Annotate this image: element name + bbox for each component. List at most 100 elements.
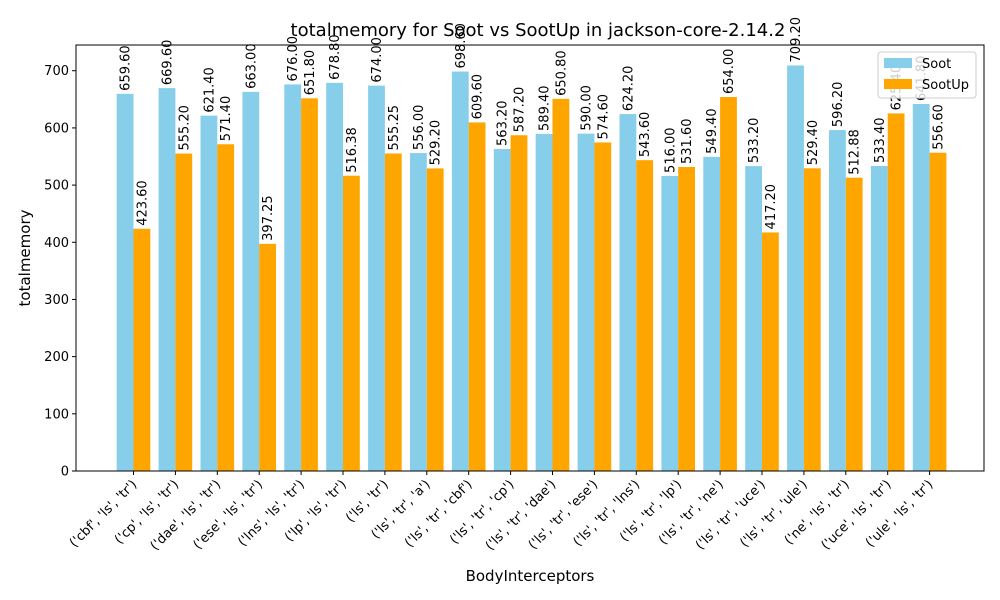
bar-sootup-3 xyxy=(259,243,276,471)
data-label-soot-0: 659.60 xyxy=(119,45,134,91)
bar-soot-6 xyxy=(368,85,385,471)
data-label-sootup-16: 529.40 xyxy=(806,120,821,166)
data-label-soot-5: 678.80 xyxy=(328,34,343,80)
data-label-sootup-6: 555.25 xyxy=(387,105,402,151)
bar-soot-17 xyxy=(829,130,846,471)
bar-soot-5 xyxy=(326,82,343,471)
bar-sootup-18 xyxy=(887,113,905,471)
chart-title: totalmemory for Soot vs SootUp in jackso… xyxy=(291,20,786,41)
legend-label-sootup: SootUp xyxy=(922,78,969,93)
data-label-sootup-1: 555.20 xyxy=(177,105,192,151)
y-tick-label-2: 200 xyxy=(44,350,69,365)
bar-soot-11 xyxy=(577,133,595,471)
data-labels-layer: 659.60 669.60 621.40 663.00 676.00 678.80 674.… xyxy=(119,17,947,241)
y-tick-label-3: 300 xyxy=(44,293,69,308)
bar-sootup-5 xyxy=(343,175,360,472)
data-label-sootup-11: 574.60 xyxy=(596,94,611,140)
data-label-soot-17: 596.20 xyxy=(831,82,846,128)
bar-sootup-9 xyxy=(510,135,528,472)
bar-soot-2 xyxy=(200,115,218,472)
bar-soot-12 xyxy=(619,114,637,471)
bar-soot-10 xyxy=(535,133,553,471)
data-label-soot-3: 663.00 xyxy=(244,43,259,89)
data-label-soot-11: 590.00 xyxy=(580,85,595,131)
data-label-soot-18: 533.40 xyxy=(873,118,888,164)
bar-sootup-16 xyxy=(803,168,821,471)
bar-sootup-11 xyxy=(594,142,612,471)
bar-soot-16 xyxy=(787,65,804,471)
y-axis: 0 100 200 300 400 500 600 700 xyxy=(44,64,76,480)
data-label-sootup-19: 556.60 xyxy=(932,104,947,150)
bar-sootup-19 xyxy=(929,152,947,472)
y-tick-label-0: 0 xyxy=(61,465,69,480)
legend-label-soot: Soot xyxy=(922,57,951,72)
bar-soot-9 xyxy=(493,148,511,471)
bar-soot-0 xyxy=(116,93,134,471)
data-label-sootup-12: 543.60 xyxy=(638,112,653,158)
bar-soot-19 xyxy=(912,104,930,471)
legend-swatch-sootup xyxy=(884,79,912,89)
data-label-sootup-10: 650.80 xyxy=(554,50,569,96)
data-label-sootup-13: 531.60 xyxy=(680,119,695,165)
bar-soot-18 xyxy=(870,166,888,471)
data-label-sootup-5: 516.38 xyxy=(345,127,360,173)
bar-soot-8 xyxy=(451,71,469,471)
data-label-sootup-3: 397.25 xyxy=(261,195,276,241)
x-axis: ('cbf', 'ls', 'tr')('cp', 'ls', 'tr')('d… xyxy=(67,471,936,554)
bar-sootup-10 xyxy=(552,98,570,472)
legend-swatch-soot xyxy=(884,58,912,68)
data-label-soot-14: 549.40 xyxy=(705,108,720,154)
bar-soot-3 xyxy=(242,91,260,471)
bar-sootup-7 xyxy=(426,168,444,471)
data-label-soot-4: 676.00 xyxy=(286,36,301,82)
y-axis-label: totalmemory xyxy=(16,209,34,306)
data-label-soot-10: 589.40 xyxy=(538,85,553,131)
bar-soot-7 xyxy=(410,153,427,471)
data-label-sootup-2: 571.40 xyxy=(219,96,234,142)
bar-sootup-4 xyxy=(301,98,318,471)
bar-soot-14 xyxy=(703,156,721,471)
bar-sootup-8 xyxy=(468,122,486,472)
data-label-soot-13: 516.00 xyxy=(663,127,678,173)
data-label-soot-15: 533.20 xyxy=(747,118,762,164)
bar-soot-4 xyxy=(284,84,302,472)
bar-sootup-0 xyxy=(133,228,151,471)
data-label-sootup-4: 651.80 xyxy=(303,50,318,96)
y-tick-label-6: 600 xyxy=(44,121,69,136)
data-label-soot-16: 709.20 xyxy=(789,17,804,63)
x-axis-label: BodyInterceptors xyxy=(466,567,595,585)
bar-sootup-14 xyxy=(720,97,737,471)
data-label-soot-8: 698.60 xyxy=(454,23,469,69)
data-label-soot-12: 624.20 xyxy=(621,66,636,112)
data-label-sootup-8: 609.60 xyxy=(471,74,486,120)
bar-sootup-12 xyxy=(636,160,654,471)
bar-sootup-15 xyxy=(762,232,779,471)
data-label-soot-9: 563.20 xyxy=(496,100,511,146)
plot-frame xyxy=(75,44,985,472)
data-label-sootup-15: 417.20 xyxy=(764,184,779,230)
bar-soot-1 xyxy=(158,88,176,472)
data-label-soot-6: 674.00 xyxy=(370,37,385,83)
data-label-soot-7: 556.00 xyxy=(412,105,427,151)
data-label-sootup-14: 654.00 xyxy=(722,49,737,95)
data-label-sootup-9: 587.20 xyxy=(513,87,528,133)
y-tick-label-1: 100 xyxy=(44,407,69,422)
data-label-sootup-7: 529.20 xyxy=(429,120,444,166)
data-label-sootup-17: 512.88 xyxy=(848,129,863,175)
bars-layer xyxy=(116,65,947,472)
y-tick-label-7: 700 xyxy=(44,64,69,79)
bar-sootup-1 xyxy=(175,153,193,471)
bar-sootup-6 xyxy=(384,153,402,471)
data-label-soot-2: 621.40 xyxy=(202,67,217,113)
data-label-soot-1: 669.60 xyxy=(161,40,176,86)
y-tick-label-5: 500 xyxy=(44,179,69,194)
y-tick-label-4: 400 xyxy=(44,236,69,251)
bar-soot-15 xyxy=(745,166,762,472)
bar-soot-13 xyxy=(661,175,679,471)
bar-sootup-17 xyxy=(845,177,863,472)
data-label-sootup-0: 423.60 xyxy=(135,180,150,226)
bar-sootup-2 xyxy=(217,144,235,471)
bar-sootup-13 xyxy=(678,167,695,471)
